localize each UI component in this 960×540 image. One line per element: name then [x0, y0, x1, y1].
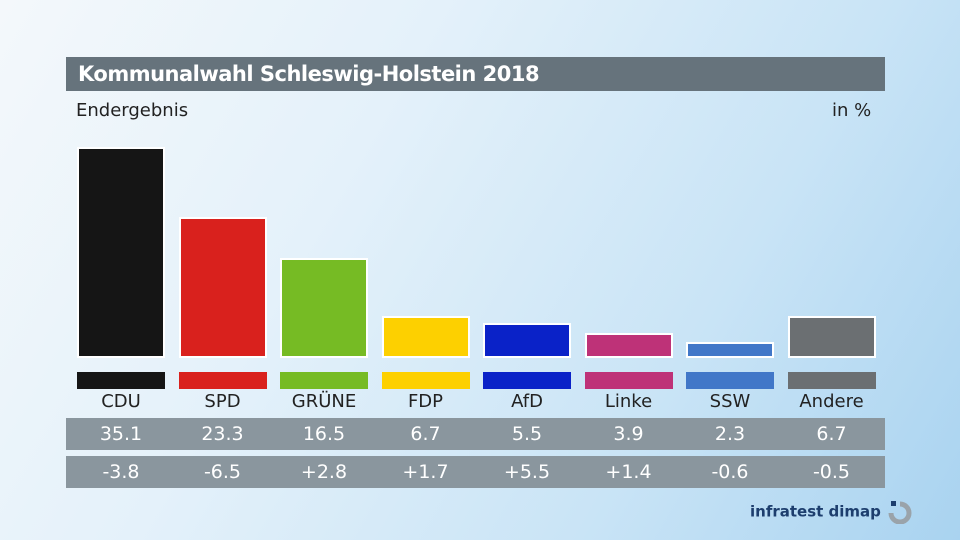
category-label: SPD — [204, 391, 241, 412]
bar-andere — [787, 316, 876, 358]
chart-title: Kommunalwahl Schleswig-Holstein 2018 — [66, 57, 885, 91]
value-label: 5.5 — [511, 423, 543, 445]
category-label: CDU — [101, 391, 141, 412]
bar-fdp — [381, 316, 470, 358]
value-label: 23.3 — [201, 423, 244, 445]
values-row — [66, 418, 885, 450]
source-text: infratest dimap — [750, 502, 881, 521]
change-label: +1.7 — [402, 461, 449, 483]
category-label: GRÜNE — [291, 391, 357, 412]
color-strip — [77, 372, 165, 389]
category-label: FDP — [407, 391, 444, 412]
bar-ssw — [686, 342, 774, 358]
change-label: -0.6 — [711, 461, 749, 483]
category-label: SSW — [709, 391, 751, 412]
color-strip — [584, 372, 673, 389]
color-strip — [280, 372, 368, 389]
chart-subtitle: Endergebnis — [76, 100, 189, 121]
bar-linke — [584, 332, 673, 358]
color-strip — [178, 372, 267, 389]
value-label: 6.7 — [816, 423, 847, 445]
color-strip — [686, 372, 774, 389]
value-label: 3.9 — [613, 423, 644, 445]
value-label: 6.7 — [410, 423, 441, 445]
bar-grüne — [280, 257, 368, 358]
bar-afd — [483, 323, 571, 358]
category-label: AfD — [511, 391, 543, 412]
category-label: Andere — [799, 391, 864, 412]
change-label: -3.8 — [102, 461, 140, 483]
color-strip — [381, 372, 470, 389]
infratest-logo-icon — [888, 501, 912, 525]
source-logo: infratest dimap — [750, 500, 912, 525]
change-label: +1.4 — [605, 461, 652, 483]
bar-cdu — [77, 147, 165, 358]
value-label: 35.1 — [99, 423, 143, 445]
category-label: Linke — [604, 391, 653, 412]
color-strip — [787, 372, 876, 389]
change-label: -0.5 — [812, 461, 851, 483]
changes-row — [66, 456, 885, 488]
color-strip — [483, 372, 571, 389]
change-label: -6.5 — [203, 461, 242, 483]
value-label: 16.5 — [302, 423, 346, 445]
value-label: 2.3 — [714, 423, 746, 445]
unit-label: in % — [832, 100, 872, 121]
bar-spd — [178, 217, 267, 358]
change-label: +2.8 — [300, 461, 348, 483]
change-label: +5.5 — [503, 461, 551, 483]
